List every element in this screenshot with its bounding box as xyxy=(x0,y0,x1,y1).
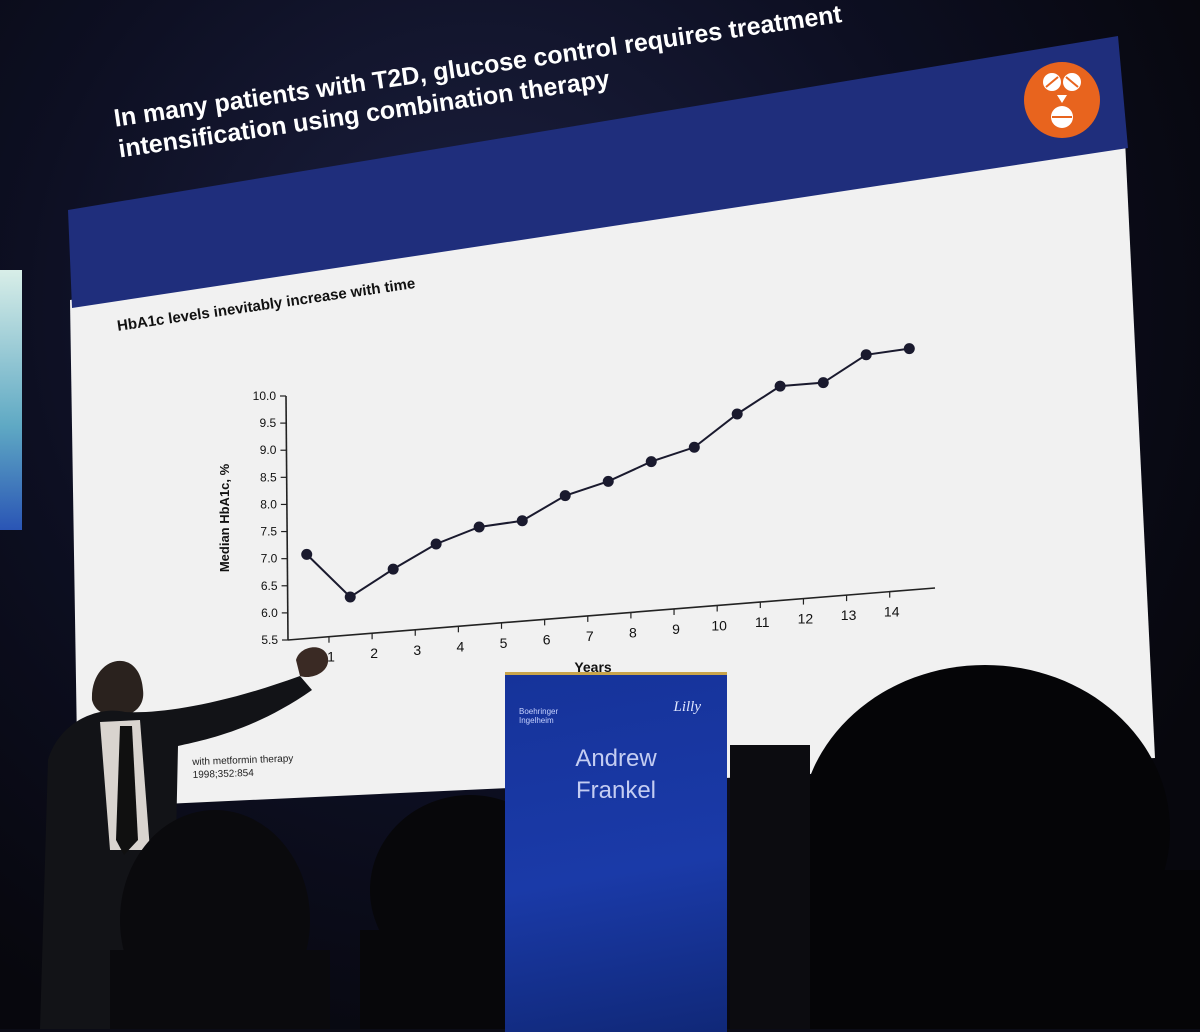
x-tick-label: 11 xyxy=(755,614,770,630)
data-point xyxy=(430,538,442,550)
x-tick-label: 7 xyxy=(586,628,594,644)
speaker-first-name: Andrew xyxy=(575,745,657,772)
x-tick-label: 5 xyxy=(500,635,508,651)
podium-logo-left: Boehringer Ingelheim xyxy=(519,707,559,725)
y-tick-label: 8.5 xyxy=(260,470,277,484)
data-point xyxy=(774,380,786,392)
data-point xyxy=(301,548,313,560)
x-tick-label: 6 xyxy=(543,631,551,647)
x-tick-label: 1 xyxy=(327,649,335,665)
x-tick-label: 13 xyxy=(841,607,857,623)
data-point xyxy=(860,349,872,361)
speaker-silhouette xyxy=(40,647,329,1029)
x-tick-label: 3 xyxy=(413,642,421,658)
y-tick-label: 9.0 xyxy=(260,443,277,457)
y-tick-label: 7.0 xyxy=(261,552,278,566)
y-axis-title: Median HbA1c, % xyxy=(217,463,232,572)
podium: Boehringer Ingelheim Lilly Andrew Franke… xyxy=(505,672,727,1032)
x-axis-title: Years xyxy=(574,659,612,675)
data-point xyxy=(903,343,915,355)
data-point xyxy=(602,475,614,487)
side-screen xyxy=(0,270,22,530)
slide-header-band xyxy=(68,36,1128,308)
speaker-last-name: Frankel xyxy=(575,777,657,804)
x-tick-label: 8 xyxy=(629,624,637,640)
hba1c-line-chart: 5.56.06.57.07.58.08.59.09.510.01 2 3 4 5 6 7 8 9… xyxy=(217,343,936,675)
x-tick-label: 12 xyxy=(798,611,814,627)
x-tick-label: 2 xyxy=(370,645,378,661)
x-tick-label: 14 xyxy=(884,604,900,620)
slide-canvas xyxy=(70,140,1155,808)
y-tick-label: 5.5 xyxy=(261,633,278,647)
data-point xyxy=(559,490,571,502)
data-point xyxy=(688,441,700,453)
y-tick-label: 6.5 xyxy=(261,579,278,593)
data-point xyxy=(817,377,829,389)
speaker-name: Andrew Frankel xyxy=(505,743,727,807)
x-axis xyxy=(287,587,936,641)
pill-combination-icon xyxy=(1024,62,1100,138)
y-tick-label: 8.0 xyxy=(260,497,277,511)
y-tick-label: 6.0 xyxy=(261,606,278,620)
x-tick-label: 10 xyxy=(711,618,727,634)
data-point xyxy=(344,591,356,603)
data-point xyxy=(387,563,399,575)
audience-silhouettes xyxy=(110,665,1200,1029)
data-point xyxy=(516,515,528,527)
y-axis xyxy=(285,395,289,641)
podium-logo-right: Lilly xyxy=(673,699,701,715)
data-point xyxy=(473,521,485,533)
y-tick-label: 10.0 xyxy=(253,389,277,403)
y-tick-label: 7.5 xyxy=(260,525,277,539)
x-tick-label: 4 xyxy=(456,638,464,654)
data-point xyxy=(645,456,657,468)
x-tick-label: 9 xyxy=(672,621,680,637)
data-point xyxy=(731,408,743,420)
y-tick-label: 9.5 xyxy=(260,416,277,430)
